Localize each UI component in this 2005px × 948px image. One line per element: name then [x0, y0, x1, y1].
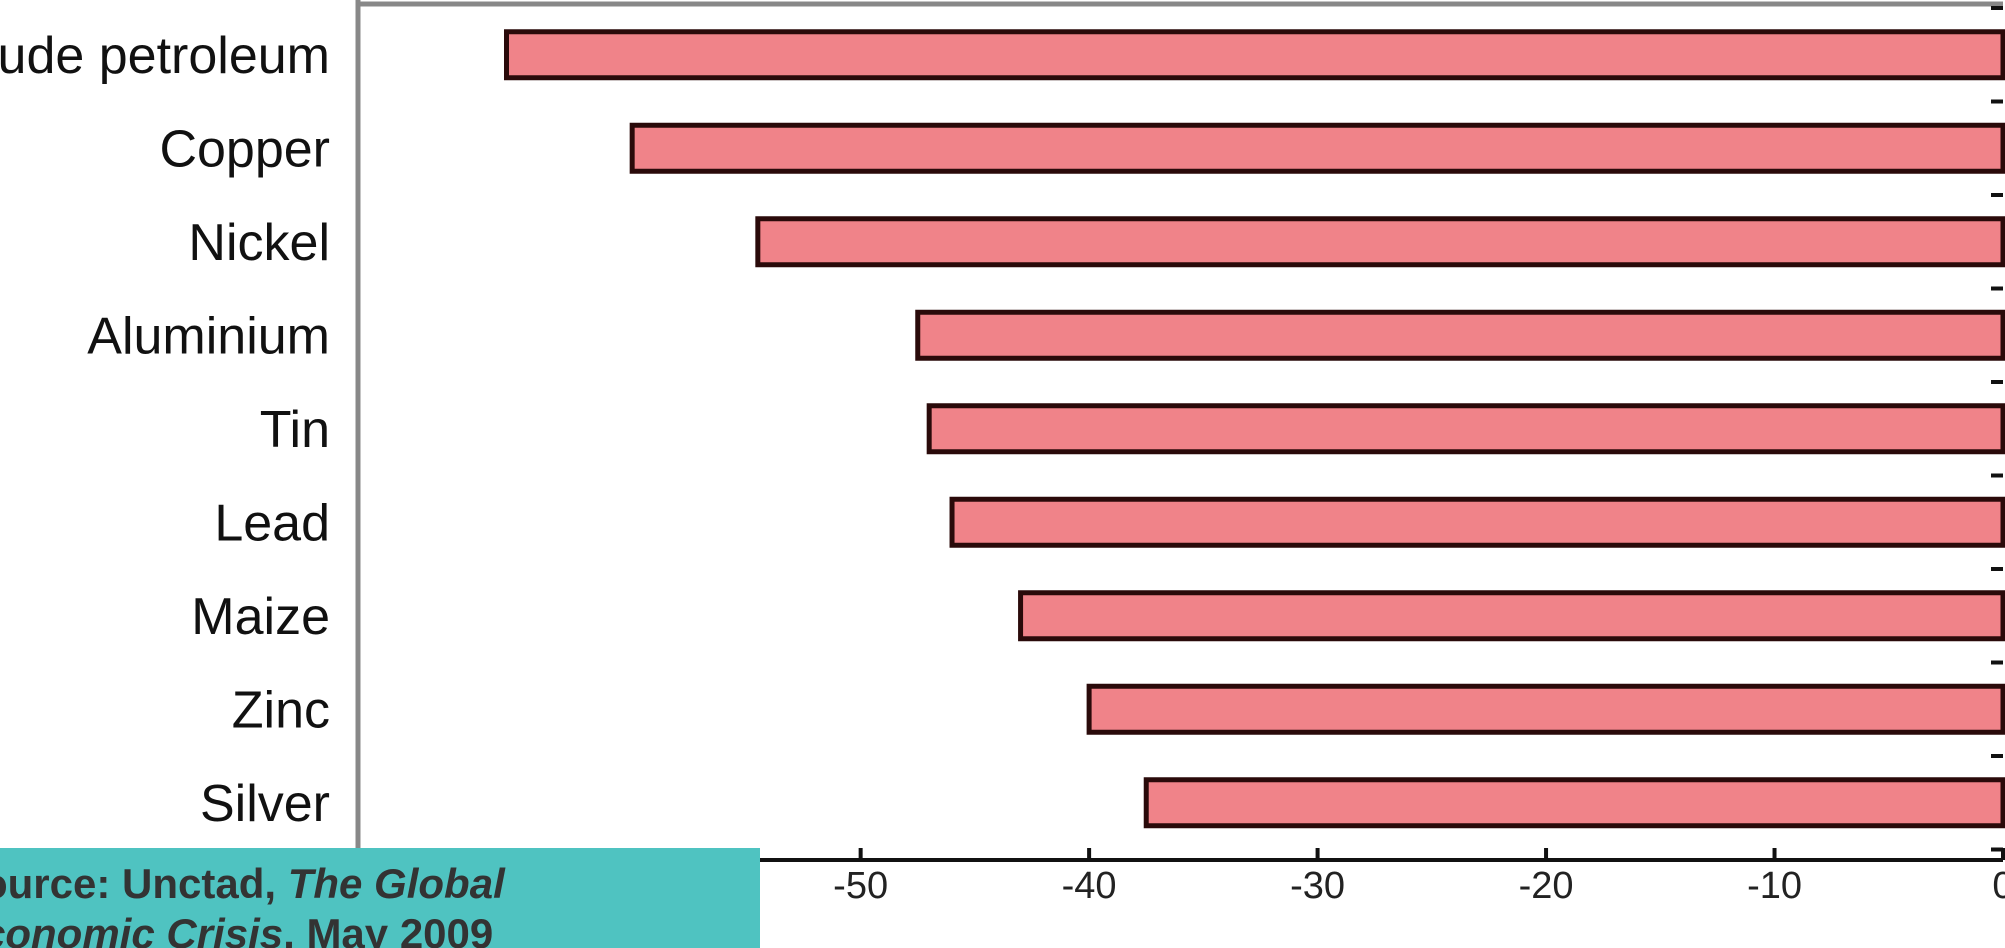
category-label: Silver [200, 775, 330, 833]
source-line-1: ource: Unctad, The Global [0, 860, 505, 908]
x-tick-label: -20 [1519, 865, 1574, 907]
bar-crude-petroleum [504, 29, 2005, 81]
bar-zinc [1086, 683, 2005, 735]
category-label: Maize [191, 588, 330, 646]
category-label: Copper [159, 120, 330, 178]
bars-layer [504, 29, 2005, 829]
category-label: Lead [214, 494, 330, 552]
source-suffix: , May 2009 [283, 910, 494, 948]
bar-copper [629, 122, 2005, 174]
category-label: Nickel [188, 214, 330, 272]
category-label: Crude petroleum [0, 27, 330, 85]
category-label: Tin [260, 401, 330, 459]
source-title-part1: The Global [287, 860, 505, 907]
bar-silver [1143, 777, 2005, 829]
source-title-part2: conomic Crisis [0, 910, 284, 948]
bar-maize [1018, 590, 2005, 642]
source-note: ource: Unctad, The Global conomic Crisis… [0, 848, 760, 948]
x-tick-label: 0 [1992, 865, 2005, 907]
category-label: Aluminium [87, 307, 330, 365]
x-tick-label: -10 [1747, 865, 1802, 907]
bar-lead [949, 496, 2005, 548]
x-tick-label: -30 [1290, 865, 1345, 907]
bar-aluminium [915, 309, 2005, 361]
x-tick-label: -50 [833, 865, 888, 907]
axes: -70-60-50-40-30-20-100 [355, 0, 2005, 907]
bar-tin [926, 403, 2005, 455]
source-prefix: ource: Unctad, [0, 860, 288, 907]
bar-nickel [755, 216, 2005, 268]
source-line-2: conomic Crisis, May 2009 [0, 910, 493, 948]
category-label: Zinc [232, 681, 330, 739]
category-labels: Crude petroleum Copper Nickel Aluminium Tin L… [0, 27, 330, 833]
x-tick-label: -40 [1062, 865, 1117, 907]
